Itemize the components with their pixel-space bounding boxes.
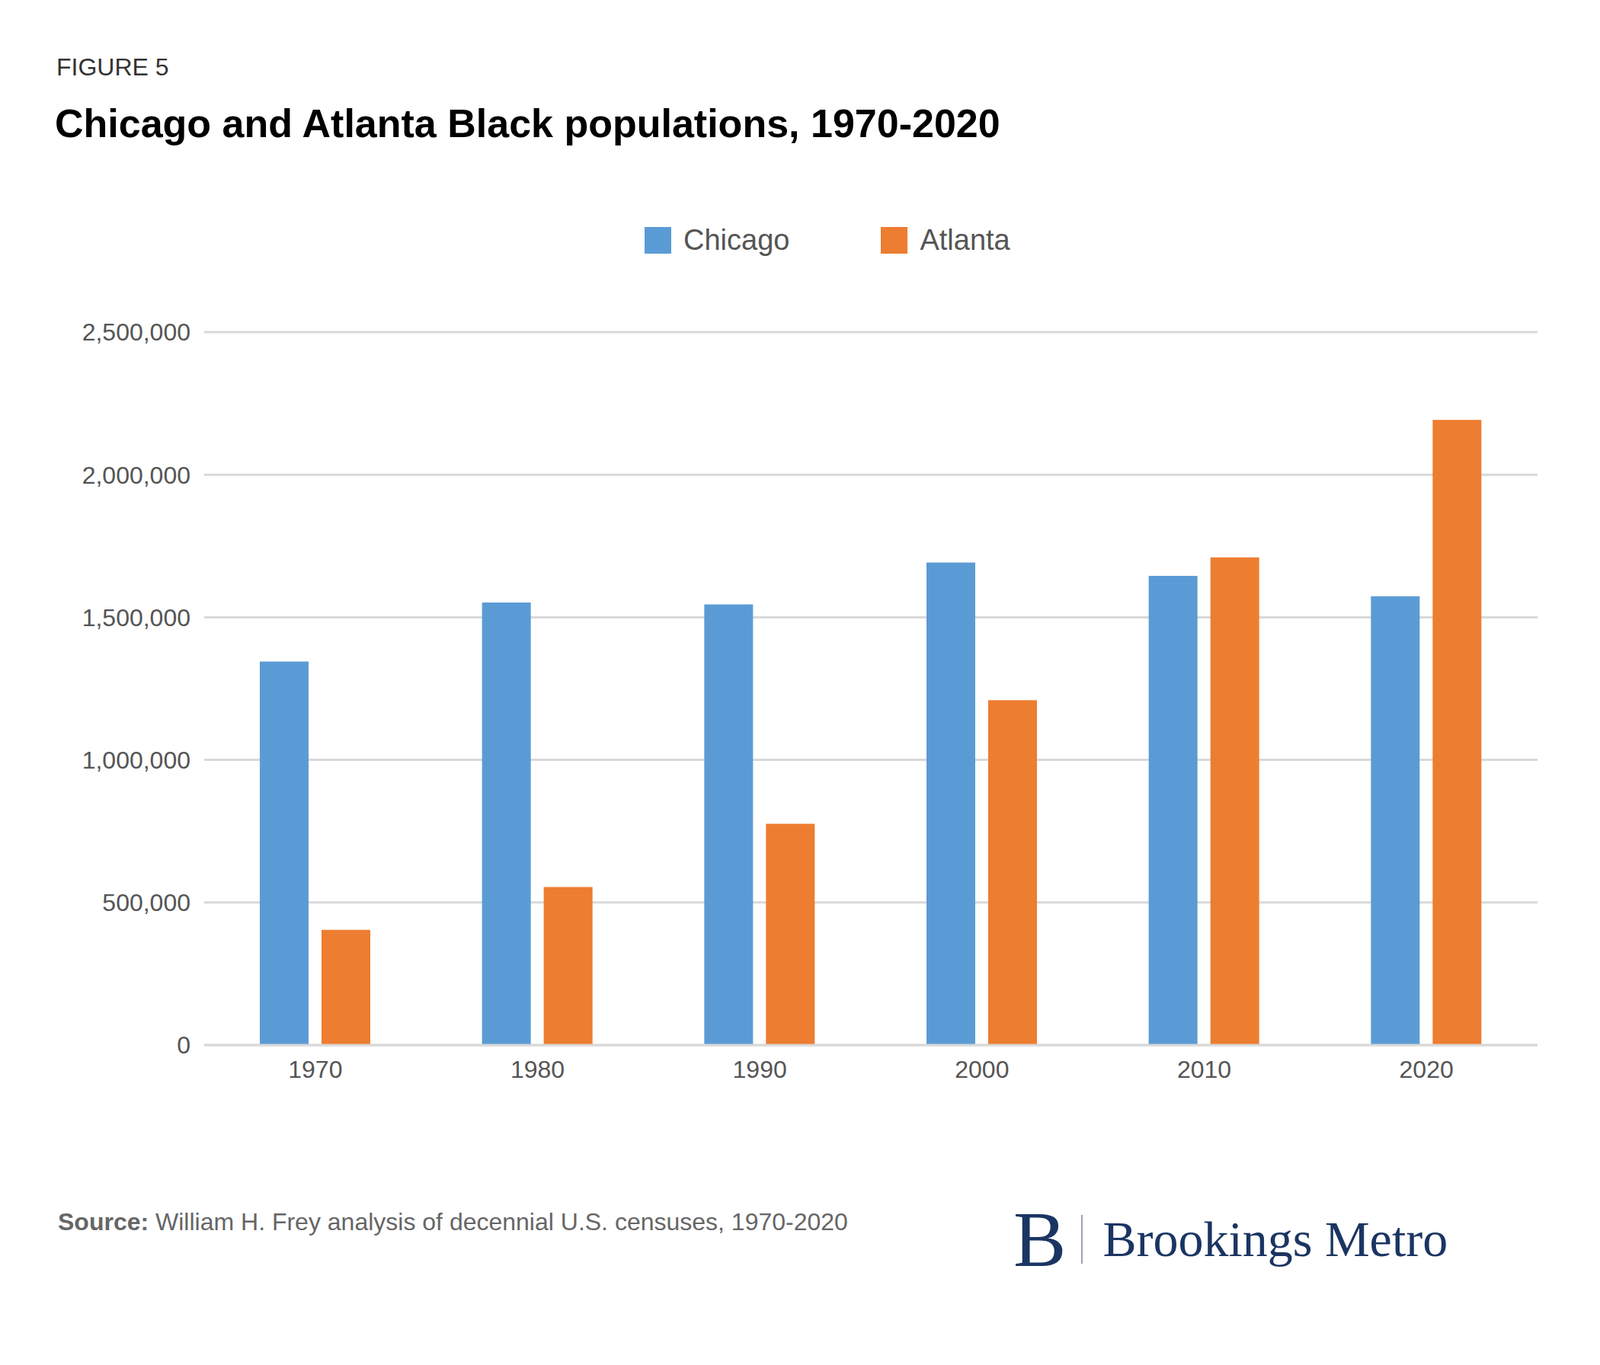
html-text:Atlanta: Atlanta (919, 224, 1011, 256)
svg-text:1980: 1980 (510, 1056, 565, 1084)
svg-text:1990: 1990 (732, 1056, 788, 1084)
svg-text:1970: 1970 (288, 1056, 343, 1084)
html-text:FIGURE 5: FIGURE 5 (56, 53, 169, 81)
html-text:Brookings Metro: Brookings Metro (1102, 1211, 1448, 1268)
svg-text:2020: 2020 (1399, 1056, 1454, 1084)
html-text:Chicago: Chicago (683, 224, 790, 256)
svg-text:2010: 2010 (1177, 1056, 1232, 1084)
html-text:Source: William H. Frey analys: Source: William H. Frey analysis of dece… (57, 1208, 848, 1236)
html-text:B: B (1013, 1195, 1067, 1284)
svg-text:500,000: 500,000 (102, 889, 191, 917)
svg-text:2,500,000: 2,500,000 (82, 318, 191, 346)
svg-text:1,500,000: 1,500,000 (82, 604, 191, 632)
svg-text:0: 0 (176, 1031, 191, 1060)
svg-text:1,000,000: 1,000,000 (82, 746, 191, 775)
svg-text:2,000,000: 2,000,000 (82, 461, 191, 490)
svg-text:2000: 2000 (954, 1056, 1009, 1084)
html-text:Chicago and Atlanta Black popu: Chicago and Atlanta Black populations, 1… (54, 101, 1001, 146)
